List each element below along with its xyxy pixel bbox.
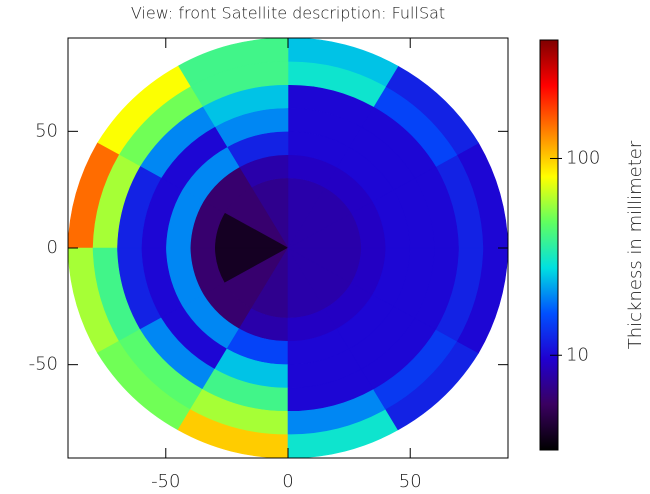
y-tick-label: 0 bbox=[47, 237, 58, 258]
x-tick-label: 50 bbox=[399, 471, 422, 492]
chart-title: View: front Satellite description: FullS… bbox=[131, 4, 445, 23]
x-tick-label: 0 bbox=[282, 471, 293, 492]
colorbar bbox=[539, 39, 559, 451]
y-tick-label: -50 bbox=[29, 354, 58, 375]
y-tick-label: 50 bbox=[35, 120, 58, 141]
colorbar-tick-label: 100 bbox=[566, 147, 600, 168]
colorbar-label: Thickness in millimeter bbox=[625, 140, 646, 349]
heat-cell bbox=[456, 247, 509, 354]
x-tick-label: -50 bbox=[151, 471, 180, 492]
colorbar-tick-label: 10 bbox=[566, 344, 589, 365]
